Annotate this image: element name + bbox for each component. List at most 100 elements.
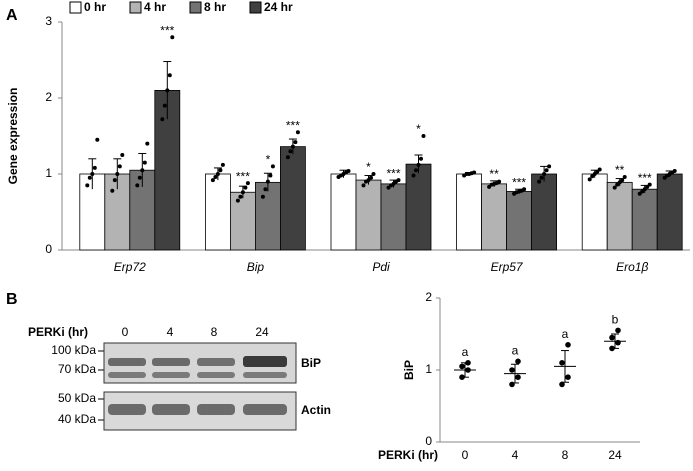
y-tick-label: 3 xyxy=(45,14,52,28)
bar xyxy=(581,173,608,251)
data-point xyxy=(162,103,167,108)
data-point xyxy=(459,374,465,381)
lane-label: 0 xyxy=(122,325,129,339)
data-point xyxy=(240,190,245,195)
data-point xyxy=(414,168,418,173)
data-point xyxy=(142,160,147,165)
data-point xyxy=(515,358,521,365)
data-point xyxy=(112,178,117,183)
data-point xyxy=(87,175,92,180)
data-point xyxy=(612,185,617,190)
data-point xyxy=(620,178,625,183)
x-tick-label: Pdi xyxy=(372,260,390,274)
data-point xyxy=(92,165,97,170)
data-point xyxy=(609,345,615,352)
x-tick-label: Erp72 xyxy=(114,260,146,274)
marker-label: 100 kDa xyxy=(51,343,96,357)
lane-label: 4 xyxy=(167,325,174,339)
data-point xyxy=(411,173,416,178)
data-point xyxy=(165,88,170,93)
significance-label: *** xyxy=(638,171,652,185)
data-point xyxy=(672,168,677,173)
bar xyxy=(405,163,432,251)
data-point xyxy=(647,182,652,187)
band-label: BiP xyxy=(301,356,321,370)
data-point xyxy=(587,177,592,182)
significance-label: * xyxy=(266,153,271,167)
x-tick-label: Bip xyxy=(247,260,265,274)
legend-label: 8 hr xyxy=(204,0,226,14)
marker-label: 70 kDa xyxy=(58,362,96,376)
panel-label: A xyxy=(6,7,18,24)
legend-swatch xyxy=(69,1,82,14)
bar xyxy=(631,188,658,251)
data-point xyxy=(263,187,268,192)
data-point xyxy=(117,164,122,169)
data-point xyxy=(288,149,293,154)
data-point xyxy=(622,175,627,180)
blot-lane-title: PERKi (hr) xyxy=(28,325,88,339)
data-point xyxy=(509,367,515,373)
significance-label: *** xyxy=(286,118,300,132)
x-tick-label: 0 xyxy=(462,448,469,462)
data-point xyxy=(369,175,373,180)
data-point xyxy=(145,141,150,146)
group-letter: a xyxy=(462,345,469,359)
significance-label: ** xyxy=(489,167,499,181)
bar xyxy=(330,173,357,251)
data-point xyxy=(290,144,295,149)
data-point xyxy=(238,194,243,199)
data-point xyxy=(609,334,615,341)
x-tick-label: Ero1β xyxy=(616,260,648,274)
data-point xyxy=(472,170,477,175)
bar xyxy=(606,181,633,251)
data-point xyxy=(137,175,142,180)
data-point xyxy=(597,167,602,172)
legend-label: 4 hr xyxy=(144,0,166,14)
bar xyxy=(531,173,557,251)
blot-image xyxy=(98,342,297,431)
data-point xyxy=(285,155,290,160)
y-axis-label: Gene expression xyxy=(6,88,20,185)
data-point xyxy=(497,179,502,184)
data-point xyxy=(615,339,621,346)
data-point xyxy=(537,179,542,184)
data-point xyxy=(419,156,423,161)
data-point xyxy=(547,164,552,169)
data-point xyxy=(218,168,223,173)
y-tick-label: 0 xyxy=(45,242,52,256)
bar xyxy=(279,146,306,251)
group-letter: a xyxy=(562,327,569,341)
data-point xyxy=(135,183,140,188)
data-point xyxy=(544,168,549,173)
data-point xyxy=(95,137,100,142)
data-point xyxy=(522,187,527,192)
data-point xyxy=(293,140,298,145)
data-point xyxy=(90,172,95,176)
marker-label: 40 kDa xyxy=(58,412,96,426)
legend-swatch xyxy=(129,1,142,14)
data-point xyxy=(295,130,300,135)
data-point xyxy=(421,134,426,138)
lane-label: 24 xyxy=(255,325,269,339)
data-point xyxy=(465,360,471,366)
data-point xyxy=(559,381,565,388)
data-point xyxy=(361,183,366,188)
data-point xyxy=(115,172,120,176)
y-tick-label: 1 xyxy=(45,166,52,180)
data-point xyxy=(416,162,421,167)
marker-label: 50 kDa xyxy=(58,391,96,405)
bar xyxy=(380,183,407,251)
data-point xyxy=(396,178,401,183)
significance-label: *** xyxy=(386,166,400,180)
data-point xyxy=(120,153,125,157)
y-tick-label: 2 xyxy=(45,90,52,104)
data-point xyxy=(110,188,115,193)
data-point xyxy=(371,172,376,176)
data-point xyxy=(539,175,544,180)
significance-label: * xyxy=(416,122,421,136)
data-point xyxy=(167,73,172,78)
data-point xyxy=(268,173,273,178)
bar xyxy=(79,173,106,251)
